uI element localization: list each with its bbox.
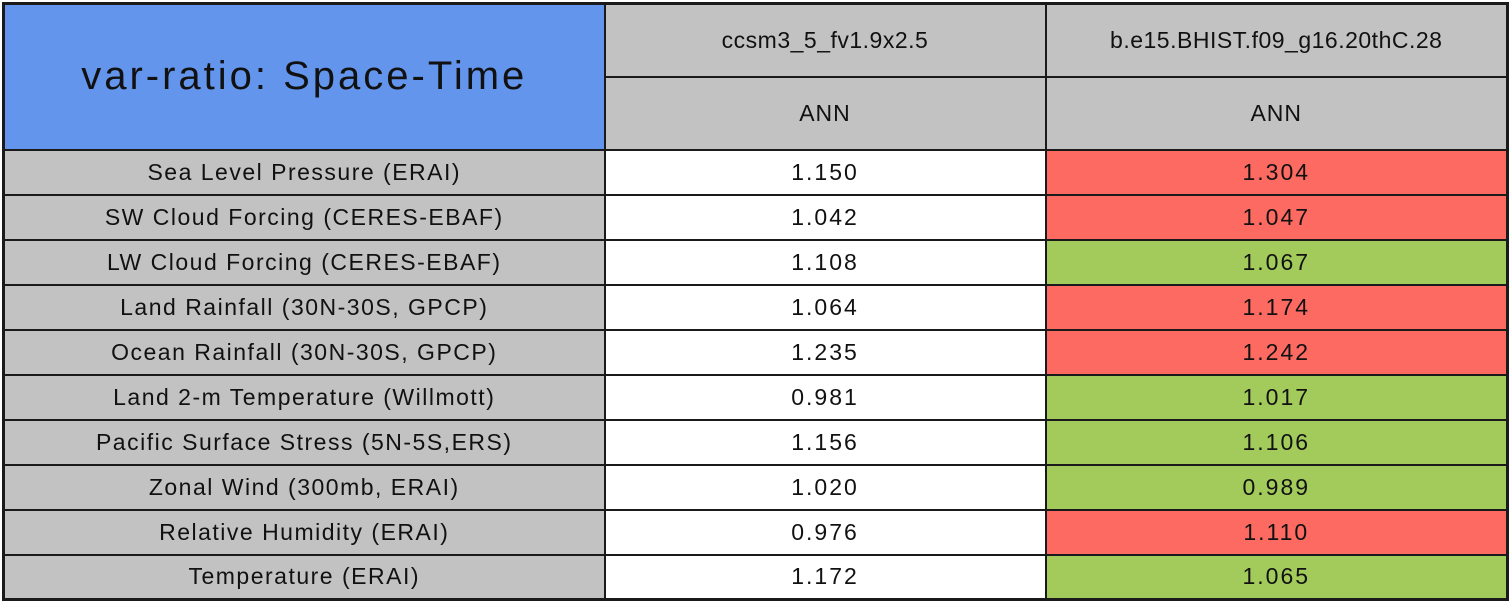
- row-label: Temperature (ERAI): [2, 553, 606, 601]
- value-cell: 0.981: [603, 373, 1047, 421]
- season-header-col2: ANN: [1044, 75, 1509, 151]
- model-header-row: var-ratio: Space-Time ccsm3_5_fv1.9x2.5 …: [2, 2, 1509, 151]
- row-label: Pacific Surface Stress (5N-5S,ERS): [2, 418, 606, 466]
- row-label: Relative Humidity (ERAI): [2, 508, 606, 556]
- table-title: var-ratio: Space-Time: [2, 2, 606, 151]
- value-cell: 1.020: [603, 463, 1047, 511]
- table-row: LW Cloud Forcing (CERES-EBAF) 1.108 1.06…: [2, 238, 1509, 286]
- value-cell: 1.042: [603, 193, 1047, 241]
- table-row: Land 2-m Temperature (Willmott) 0.981 1.…: [2, 373, 1509, 421]
- table-row: Ocean Rainfall (30N-30S, GPCP) 1.235 1.2…: [2, 328, 1509, 376]
- row-label: Ocean Rainfall (30N-30S, GPCP): [2, 328, 606, 376]
- table-row: Pacific Surface Stress (5N-5S,ERS) 1.156…: [2, 418, 1509, 466]
- value-cell: 1.150: [603, 148, 1047, 196]
- table-row: Sea Level Pressure (ERAI) 1.150 1.304: [2, 148, 1509, 196]
- model-header-col1: ccsm3_5_fv1.9x2.5: [603, 2, 1047, 78]
- value-cell: 1.106: [1044, 418, 1509, 466]
- value-cell: 1.047: [1044, 193, 1509, 241]
- row-label: SW Cloud Forcing (CERES-EBAF): [2, 193, 606, 241]
- table-row: SW Cloud Forcing (CERES-EBAF) 1.042 1.04…: [2, 193, 1509, 241]
- value-cell: 1.235: [603, 328, 1047, 376]
- model-header-col2: b.e15.BHIST.f09_g16.20thC.28: [1044, 2, 1509, 78]
- value-cell: 1.172: [603, 553, 1047, 601]
- value-cell: 1.156: [603, 418, 1047, 466]
- row-label: Sea Level Pressure (ERAI): [2, 148, 606, 196]
- value-cell: 1.108: [603, 238, 1047, 286]
- value-cell: 1.067: [1044, 238, 1509, 286]
- value-cell: 1.242: [1044, 328, 1509, 376]
- value-cell: 1.174: [1044, 283, 1509, 331]
- row-label: Land Rainfall (30N-30S, GPCP): [2, 283, 606, 331]
- season-header-row: ANN ANN: [4, 75, 1509, 151]
- table-row: Zonal Wind (300mb, ERAI) 1.020 0.989: [2, 463, 1509, 511]
- var-ratio-table: var-ratio: Space-Time ccsm3_5_fv1.9x2.5 …: [2, 2, 1509, 601]
- season-header-col1: ANN: [603, 75, 1047, 151]
- table-row: Relative Humidity (ERAI) 0.976 1.110: [2, 508, 1509, 556]
- row-label: Zonal Wind (300mb, ERAI): [2, 463, 606, 511]
- row-label: LW Cloud Forcing (CERES-EBAF): [2, 238, 606, 286]
- value-cell: 1.064: [603, 283, 1047, 331]
- value-cell: 1.110: [1044, 508, 1509, 556]
- value-cell: 0.976: [603, 508, 1047, 556]
- value-cell: 1.304: [1044, 148, 1509, 196]
- value-cell: 1.017: [1044, 373, 1509, 421]
- table-row: Temperature (ERAI) 1.172 1.065: [2, 553, 1509, 601]
- table-row: Land Rainfall (30N-30S, GPCP) 1.064 1.17…: [2, 283, 1509, 331]
- value-cell: 1.065: [1044, 553, 1509, 601]
- row-label: Land 2-m Temperature (Willmott): [2, 373, 606, 421]
- value-cell: 0.989: [1044, 463, 1509, 511]
